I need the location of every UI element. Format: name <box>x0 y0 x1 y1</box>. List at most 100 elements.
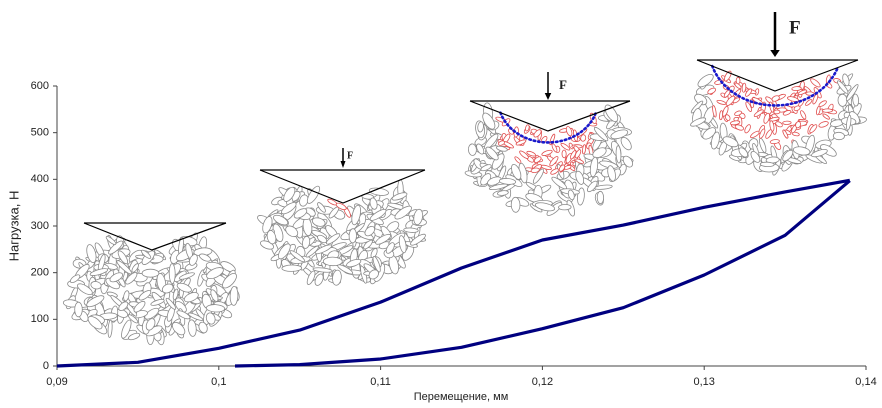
force-arrow-head <box>544 93 552 100</box>
grain <box>176 310 191 320</box>
force-arrow-head <box>770 50 780 57</box>
grain <box>335 202 347 211</box>
grain <box>306 185 321 204</box>
grain <box>498 140 505 146</box>
x-tick-label: 0,1 <box>211 376 226 388</box>
grain <box>593 126 609 142</box>
grain <box>171 321 186 336</box>
grain <box>549 156 559 167</box>
grain <box>816 105 821 116</box>
force-label: F <box>789 17 801 38</box>
grain <box>787 96 799 102</box>
grain <box>86 244 97 263</box>
grain <box>351 204 362 226</box>
grain <box>322 256 343 267</box>
y-tick-label: 200 <box>31 267 49 279</box>
grain <box>150 298 165 306</box>
grain <box>199 253 211 262</box>
grain <box>266 230 277 245</box>
grain <box>734 110 742 117</box>
x-tick-label: 0,09 <box>46 376 67 388</box>
grain <box>534 202 556 212</box>
x-tick-label: 0,12 <box>532 376 553 388</box>
grain <box>734 82 742 90</box>
grain <box>127 314 139 324</box>
grain <box>121 319 132 339</box>
grain <box>206 267 224 280</box>
grain <box>702 127 717 140</box>
grain <box>89 268 109 276</box>
grain <box>289 250 306 263</box>
illustrations: F F F <box>62 12 867 346</box>
grain <box>229 286 239 306</box>
grain <box>497 190 509 196</box>
grain <box>369 197 378 210</box>
grain <box>410 233 426 246</box>
grain <box>526 150 537 157</box>
grain <box>325 233 341 245</box>
indentation-diagram: F <box>464 72 634 217</box>
grain <box>107 319 113 338</box>
grain <box>168 263 176 284</box>
grain <box>744 124 751 134</box>
grain <box>532 168 544 184</box>
grain <box>530 167 540 174</box>
grain <box>567 189 575 201</box>
grain <box>592 147 607 159</box>
grain <box>809 124 818 134</box>
grain <box>125 272 138 285</box>
indentation-diagram: F <box>690 12 867 176</box>
grain <box>176 282 192 293</box>
grain <box>281 264 303 272</box>
grain <box>795 121 801 129</box>
grain <box>792 146 811 156</box>
grain <box>615 145 622 164</box>
grain <box>86 295 105 308</box>
grain <box>467 143 477 156</box>
grain <box>375 233 392 245</box>
grain <box>759 161 775 168</box>
grain <box>725 95 736 106</box>
grain <box>187 319 197 337</box>
grain <box>293 208 308 219</box>
grain <box>364 225 376 237</box>
grain <box>551 143 558 153</box>
grain <box>117 250 129 265</box>
grain <box>782 149 794 162</box>
grain <box>759 128 766 139</box>
indentation-diagram <box>62 222 240 346</box>
grain <box>697 73 714 88</box>
grain <box>735 76 741 85</box>
grain <box>511 163 522 180</box>
grain <box>145 318 156 331</box>
grain <box>797 89 808 96</box>
indenter-profile <box>469 100 631 132</box>
grain <box>734 124 744 131</box>
grain <box>281 202 297 215</box>
x-tick-label: 0,14 <box>855 376 876 388</box>
grain <box>144 307 160 320</box>
grain <box>480 164 492 172</box>
grain <box>262 216 273 234</box>
grain <box>189 254 198 266</box>
grain <box>312 267 333 273</box>
grain <box>161 283 174 294</box>
grain <box>510 196 521 213</box>
grain <box>575 158 585 164</box>
grain <box>724 70 732 82</box>
grain <box>565 126 573 137</box>
grain <box>487 176 502 186</box>
grain <box>533 156 542 163</box>
grain <box>133 300 146 313</box>
grain <box>141 249 152 259</box>
grain <box>561 149 567 159</box>
grain <box>346 258 362 268</box>
grain <box>314 244 333 255</box>
grain <box>372 255 381 273</box>
grain <box>306 270 316 285</box>
grain <box>77 283 93 295</box>
grain <box>842 73 850 87</box>
grain <box>222 272 237 289</box>
grain <box>712 105 717 118</box>
